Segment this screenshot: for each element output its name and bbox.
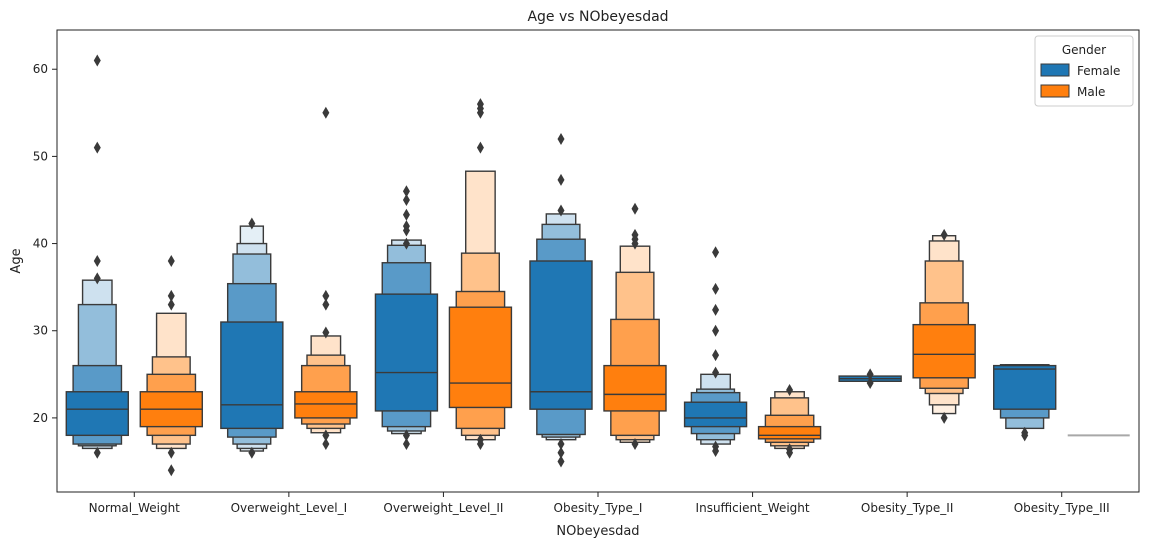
legend-swatch-female xyxy=(1040,63,1070,77)
outlier-point-female xyxy=(866,377,874,390)
outlier-point-female xyxy=(1021,426,1029,439)
outlier-point-female xyxy=(866,368,874,381)
outlier-point-male xyxy=(631,438,639,451)
outlier-point-male xyxy=(167,289,175,302)
outlier-point-female xyxy=(712,246,720,259)
outlier-point-female xyxy=(712,349,720,362)
boxen-level-female xyxy=(65,391,129,437)
legend-swatch-male xyxy=(1040,84,1070,98)
outlier-point-female xyxy=(93,446,101,459)
x-tick-label: Obesity_Type_II xyxy=(861,501,953,515)
outlier-point-female xyxy=(557,455,565,468)
outlier-point-female xyxy=(93,141,101,154)
x-tick-label: Obesity_Type_I xyxy=(554,501,643,515)
outlier-point-female xyxy=(557,204,565,217)
outlier-point-female xyxy=(402,185,410,198)
outlier-point-female xyxy=(557,173,565,186)
plot-frame xyxy=(56,29,1140,493)
outlier-point-male xyxy=(786,443,794,456)
outlier-point-female xyxy=(557,438,565,451)
outlier-point-male xyxy=(476,433,484,446)
y-tick-label: 60 xyxy=(33,62,48,76)
x-tick-label: Overweight_Level_II xyxy=(383,501,503,515)
outlier-point-female xyxy=(93,272,101,285)
outlier-point-female xyxy=(402,429,410,442)
outlier-point-female xyxy=(93,255,101,267)
boxen-level-female xyxy=(529,260,593,410)
legend: Gender Female Male xyxy=(1034,35,1134,107)
outlier-point-female xyxy=(712,324,720,337)
outlier-point-male xyxy=(322,326,330,339)
outlier-point-female xyxy=(402,237,410,250)
outlier-point-male xyxy=(322,438,330,451)
x-tick-label: Insufficient_Weight xyxy=(696,501,810,515)
outlier-point-male xyxy=(167,255,175,267)
outlier-point-male xyxy=(167,298,175,311)
outlier-point-female xyxy=(712,303,720,316)
outlier-point-male xyxy=(631,228,639,241)
boxen-level-male xyxy=(448,306,513,409)
x-tick-label: Obesity_Type_III xyxy=(1014,501,1110,515)
outlier-point-female xyxy=(248,446,256,459)
outlier-point-male xyxy=(476,98,484,111)
outlier-point-male xyxy=(322,298,330,311)
x-axis: Normal_Weight Overweight_Level_I Overweigh… xyxy=(89,492,1110,515)
y-axis: 20 30 40 50 60 xyxy=(33,62,57,425)
outlier-point-female xyxy=(557,446,565,459)
y-tick-label: 40 xyxy=(33,237,48,251)
boxen-level-female xyxy=(374,293,439,412)
outlier-point-male xyxy=(167,464,175,477)
legend-title: Gender xyxy=(1062,43,1106,57)
x-axis-label: NObeyesdad xyxy=(556,524,639,539)
outlier-point-female xyxy=(402,438,410,451)
outlier-point-female xyxy=(402,208,410,221)
plot-area xyxy=(65,54,1130,477)
boxen-level-male xyxy=(912,323,976,379)
y-tick-label: 30 xyxy=(33,324,48,338)
y-tick-label: 20 xyxy=(33,411,48,425)
outlier-point-female xyxy=(402,220,410,233)
legend-label-female: Female xyxy=(1077,64,1120,78)
outlier-point-male xyxy=(167,446,175,459)
outlier-point-male xyxy=(631,202,639,215)
outlier-point-female xyxy=(557,132,565,145)
outlier-point-female xyxy=(712,366,720,379)
outlier-point-male xyxy=(476,141,484,154)
y-tick-label: 50 xyxy=(33,149,48,163)
outlier-point-male xyxy=(322,429,330,442)
boxen-level-female xyxy=(993,364,1057,410)
y-axis-label: Age xyxy=(9,248,24,273)
x-tick-label: Normal_Weight xyxy=(89,501,181,515)
x-tick-label: Overweight_Level_I xyxy=(231,501,348,515)
boxen-level-female xyxy=(220,321,284,430)
outlier-point-male xyxy=(786,384,794,397)
outlier-point-female xyxy=(248,217,256,230)
outlier-point-male xyxy=(322,289,330,302)
outlier-point-female xyxy=(402,193,410,206)
outlier-point-female xyxy=(712,440,720,453)
chart-title: Age vs NObeyesdad xyxy=(527,9,668,25)
legend-label-male: Male xyxy=(1077,85,1105,99)
outlier-point-female xyxy=(93,54,101,67)
outlier-point-male xyxy=(940,228,948,241)
boxen-level-male xyxy=(757,425,822,440)
boxen-level-male xyxy=(603,364,667,412)
boxen-level-female xyxy=(683,401,748,428)
outlier-point-male xyxy=(322,106,330,119)
outlier-point-male xyxy=(940,411,948,424)
outlier-point-female xyxy=(712,282,720,295)
boxen-level-male xyxy=(294,391,358,419)
